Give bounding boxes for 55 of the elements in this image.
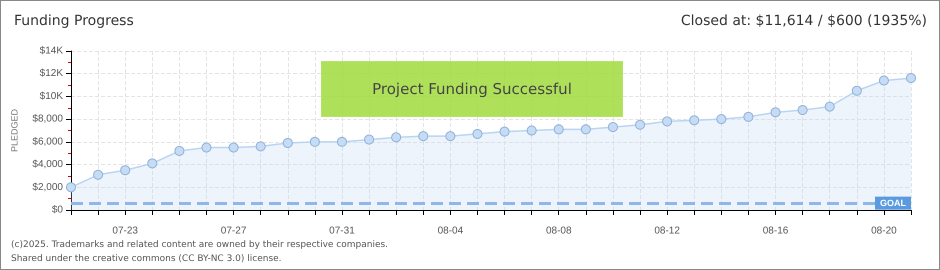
- point: [852, 86, 862, 96]
- point: [282, 138, 293, 148]
- point: [472, 128, 482, 139]
- text: (c)2025. Trademarks and related content are owned by their respective companies.: [11, 240, 388, 250]
- y-axis-title: PLEDGED: [10, 108, 20, 152]
- point: [608, 122, 618, 132]
- y-tick-label: $8,000: [32, 114, 64, 125]
- point: [147, 158, 158, 168]
- point: [906, 73, 916, 84]
- point: [174, 146, 184, 156]
- point: [689, 115, 700, 126]
- point: [770, 107, 781, 118]
- x-tick-label: 08-08: [546, 226, 572, 236]
- point: [662, 116, 672, 126]
- y-tick-label: $0: [52, 204, 64, 216]
- point: [228, 142, 239, 153]
- point: [364, 134, 374, 145]
- y-tick-label: $2,000: [32, 182, 64, 193]
- point: [310, 136, 320, 147]
- chart-title: Funding Progress: [14, 13, 134, 29]
- text: Closed at: $11,614 / $600 (1935%): [680, 13, 927, 29]
- point: [66, 182, 76, 192]
- y-tick-label: $10K: [40, 90, 64, 102]
- text: Shared under the creative commons (CC BY-NC 3.0) license.: [11, 254, 282, 264]
- y-tick-label: $14K: [40, 46, 64, 56]
- point: [554, 124, 564, 134]
- x-tick-label: 08-20: [871, 226, 898, 236]
- point: [526, 126, 537, 136]
- point: [824, 102, 835, 112]
- y-tick-label: $6,000: [32, 136, 64, 148]
- point: [798, 105, 808, 116]
- point: [500, 126, 510, 137]
- x-tick-label: 08-04: [438, 226, 464, 236]
- point: [418, 131, 428, 142]
- y-tick-label: $12K: [40, 68, 64, 80]
- x-tick-label: 08-12: [654, 226, 680, 236]
- x-tick-label: 07-27: [220, 226, 247, 236]
- x-tick-label: 07-23: [112, 226, 138, 236]
- y-tick-label: $4,000: [32, 159, 64, 170]
- point: [93, 170, 104, 180]
- ref-line-label: GOAL: [880, 198, 906, 208]
- point: [445, 131, 456, 142]
- point: [635, 120, 646, 130]
- point: [120, 165, 130, 176]
- x-tick-label: 07-31: [329, 226, 356, 236]
- point: [743, 112, 754, 122]
- point: [716, 114, 726, 124]
- point: [878, 76, 889, 86]
- point: [580, 124, 591, 134]
- point: [256, 141, 266, 152]
- x-tick-label: 08-16: [762, 226, 789, 236]
- point: [201, 142, 212, 153]
- point: [336, 136, 347, 147]
- banner-box: Project Funding Successful: [321, 61, 623, 117]
- point: [391, 132, 402, 142]
